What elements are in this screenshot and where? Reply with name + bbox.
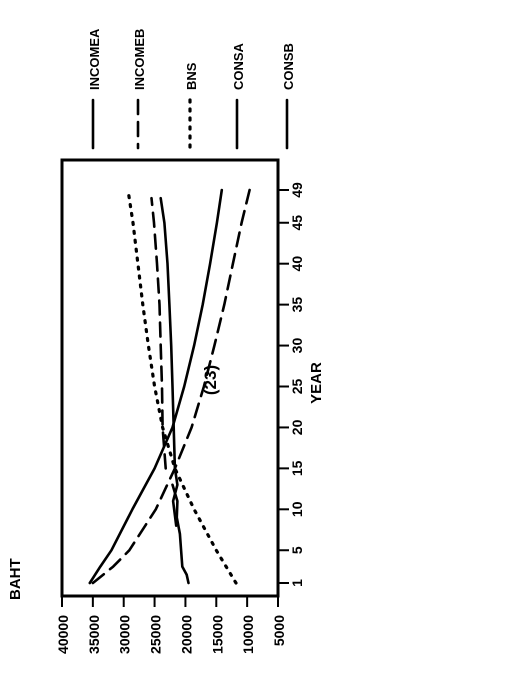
y-tick-label: 10000 [240,615,256,654]
y-tick-label: 30000 [117,615,133,654]
legend-label: BNS [184,62,199,90]
x-tick-label: 20 [289,419,305,435]
legend-label: INCOMEA [87,28,102,90]
x-tick-label: 10 [289,501,305,517]
series-line-bns [126,188,238,585]
x-tick-label: 35 [289,297,305,313]
x-tick-label: 40 [289,256,305,272]
y-tick-label: 20000 [178,615,194,654]
y-axis-label: BAHT [7,558,24,600]
chart-title: (23) [201,365,220,395]
legend-label: CONSB [281,43,296,90]
y-axis-ticks: 5000 10000 15000 20000 25000 30000 35000 40000 [55,596,287,654]
x-tick-label: 15 [289,460,305,476]
legend: INCOMEA INCOMEB BNS CONSA CONSB [87,28,296,150]
series-line-consb-upper [150,196,167,470]
x-tick-label: 49 [289,182,305,198]
series-line-incomea [88,188,224,585]
legend-label: CONSA [231,42,246,90]
series-line-incomeb [91,188,251,585]
y-tick-label: 40000 [55,615,71,654]
x-tick-label: 5 [289,546,305,554]
legend-label: INCOMEB [132,29,147,90]
series-line-consa [159,196,179,528]
y-tick-label: 5000 [271,615,287,646]
series-lines [88,188,251,585]
x-tick-label: 30 [289,338,305,354]
x-tick-label: 45 [289,215,305,231]
plot-frame [60,158,280,598]
series-line-consb [171,483,190,585]
x-axis-label: YEAR [308,362,325,404]
x-tick-label: 1 [289,579,305,587]
y-tick-label: 15000 [209,615,225,654]
y-tick-label: 25000 [148,615,164,654]
y-tick-label: 35000 [86,615,102,654]
x-tick-label: 25 [289,379,305,395]
